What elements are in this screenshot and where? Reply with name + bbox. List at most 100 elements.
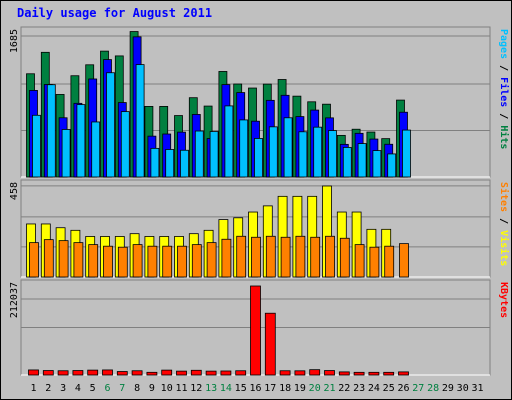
bar-sites — [310, 236, 321, 278]
bar-sites — [295, 235, 306, 278]
bar-kbytes — [161, 369, 173, 376]
bar-kbytes — [102, 369, 113, 376]
legend-item: KBytes — [498, 282, 509, 318]
bar-kbytes — [383, 371, 395, 376]
bar-kbytes — [176, 370, 187, 376]
bar-sites — [58, 240, 69, 278]
bar-pages — [342, 147, 352, 178]
bar-sites — [103, 245, 113, 278]
bar-pages — [313, 126, 323, 178]
bar-sites — [132, 244, 143, 278]
bar-pages — [268, 126, 278, 178]
chart-title: Daily usage for August 2011 — [17, 6, 213, 20]
bar-kbytes — [190, 369, 202, 376]
bar-pages — [194, 130, 204, 178]
x-tick-label: 5 — [90, 383, 96, 394]
bar-kbytes — [235, 370, 247, 376]
bar-pages — [372, 150, 382, 178]
x-tick-label: 30 — [457, 383, 469, 394]
bar-sites — [325, 235, 335, 278]
x-tick-label: 8 — [134, 383, 140, 394]
bar-kbytes — [368, 371, 380, 376]
bar-pages — [106, 72, 115, 178]
bar-sites — [206, 242, 217, 278]
x-tick-label: 27 — [412, 383, 424, 394]
legend-item: / — [498, 59, 509, 71]
bar-kbytes — [324, 370, 335, 376]
bar-kbytes — [250, 285, 261, 376]
bar-sites — [177, 245, 187, 278]
x-tick-label: 18 — [279, 383, 291, 394]
legend-item: / — [498, 107, 509, 119]
bar-sites — [191, 244, 202, 278]
x-tick-label: 14 — [220, 383, 232, 394]
bar-kbytes — [42, 370, 54, 376]
bar-sites — [147, 245, 158, 278]
bar-sites — [265, 235, 276, 278]
bar-pages — [254, 138, 263, 178]
legend: KBytes — [498, 282, 509, 318]
bar-pages — [120, 111, 130, 178]
bar-pages — [298, 131, 308, 178]
y-max-label: 1685 — [9, 29, 20, 53]
bar-kbytes — [131, 370, 143, 376]
legend: Pages / Files / Hits — [498, 29, 510, 149]
x-tick-label: 2 — [45, 383, 51, 394]
bar-kbytes — [28, 369, 39, 376]
bar-pages — [239, 119, 249, 178]
bar-sites — [117, 246, 128, 278]
bar-kbytes — [279, 370, 291, 376]
x-tick-label: 11 — [175, 383, 187, 394]
bar-kbytes — [264, 312, 276, 376]
bar-kbytes — [309, 369, 321, 376]
legend-item: Pages — [498, 29, 509, 59]
x-tick-label: 22 — [338, 383, 350, 394]
bar-sites — [236, 235, 247, 278]
bar-sites — [88, 244, 99, 278]
bar-pages — [61, 129, 71, 178]
legend-item: Sites — [498, 182, 510, 212]
y-max-label: 212037 — [9, 282, 20, 318]
bar-sites — [162, 245, 173, 278]
bar-kbytes — [294, 370, 306, 376]
bar-sites — [399, 243, 409, 278]
x-tick-label: 12 — [190, 383, 202, 394]
x-tick-label: 20 — [309, 383, 321, 394]
bar-sites — [251, 236, 261, 278]
x-tick-label: 16 — [249, 383, 261, 394]
bar-kbytes — [146, 371, 158, 376]
x-tick-label: 19 — [294, 383, 306, 394]
bar-kbytes — [338, 371, 350, 376]
x-tick-label: 7 — [119, 383, 125, 394]
bar-sites — [29, 242, 39, 278]
bar-kbytes — [116, 371, 128, 376]
bar-pages — [402, 129, 411, 178]
x-tick-label: 4 — [75, 383, 81, 394]
bar-sites — [339, 237, 350, 278]
bar-sites — [73, 242, 84, 278]
bar-sites — [43, 239, 54, 278]
legend-item: Hits — [498, 119, 510, 149]
x-tick-label: 6 — [104, 383, 110, 394]
x-tick-label: 31 — [471, 383, 483, 394]
bar-pages — [224, 105, 234, 178]
x-tick-label: 29 — [442, 383, 454, 394]
bar-sites — [384, 245, 395, 278]
legend-item: Files — [498, 71, 510, 107]
bar-kbytes — [353, 371, 365, 376]
x-tick-label: 10 — [161, 383, 173, 394]
bar-pages — [46, 84, 56, 178]
x-tick-label: 24 — [368, 383, 380, 394]
bar-pages — [91, 121, 101, 178]
x-tick-label: 9 — [149, 383, 155, 394]
legend-item: / — [498, 212, 509, 224]
bar-kbytes — [87, 369, 99, 376]
x-tick-label: 28 — [427, 383, 439, 394]
bar-sites — [369, 246, 380, 278]
x-tick-label: 13 — [205, 383, 217, 394]
legend-item: Visits — [498, 224, 510, 266]
bar-pages — [150, 147, 160, 178]
bar-pages — [165, 149, 175, 178]
bar-pages — [32, 114, 41, 178]
